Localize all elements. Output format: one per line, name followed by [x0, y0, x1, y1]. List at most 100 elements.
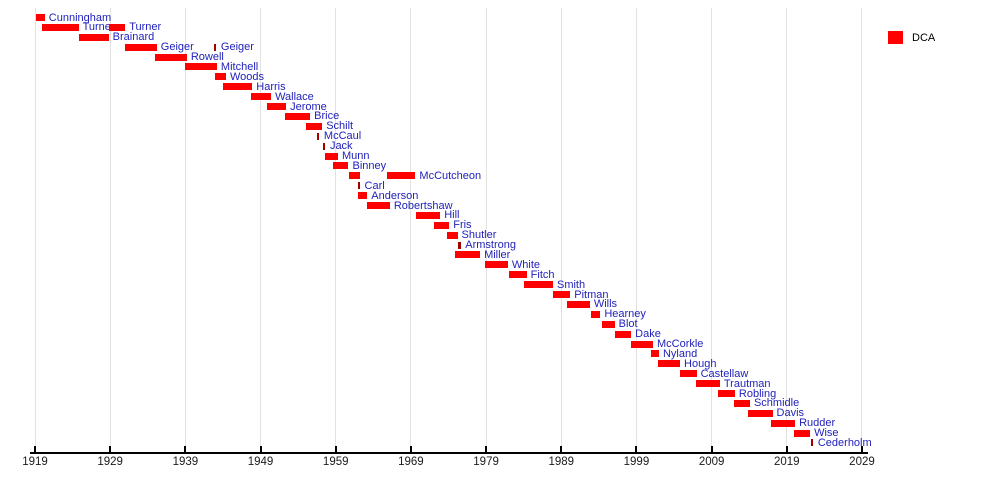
timeline-bar: [416, 211, 441, 219]
legend: DCA: [888, 31, 935, 44]
bar-label: Cederholm: [817, 436, 872, 449]
bar-label: Miller: [484, 248, 511, 261]
x-axis-tick-label: 1959: [322, 456, 349, 468]
bar-label: McCaul: [323, 130, 362, 143]
x-axis-tick: [259, 446, 262, 453]
timeline-bar: [434, 221, 450, 229]
x-axis-tick-label: 1929: [97, 456, 123, 468]
timeline-bar: [523, 281, 553, 289]
gridline: [786, 8, 788, 452]
timeline-bar: [601, 320, 615, 328]
gridline: [109, 8, 111, 452]
timeline-bar: [793, 429, 811, 437]
bar-label: Wills: [593, 298, 618, 311]
timeline-bar: [348, 172, 360, 180]
bar-label: Rowell: [190, 51, 224, 64]
timeline-tick-bar: [357, 182, 361, 190]
timeline-bar: [125, 43, 157, 51]
timeline-tick-bar: [213, 43, 217, 51]
bar-label: Pitman: [574, 288, 609, 301]
timeline-tick-bar: [458, 241, 461, 249]
bar-label: McCutcheon: [419, 169, 482, 182]
timeline-bar: [552, 291, 571, 299]
x-axis-tick: [409, 446, 412, 453]
timeline-bar: [250, 93, 272, 101]
bar-label: Brice: [314, 110, 340, 123]
x-axis-tick-label: 1989: [548, 456, 575, 468]
timeline-bar: [284, 112, 311, 120]
bar-label: Davis: [776, 407, 805, 420]
x-axis-tick-label: 1969: [398, 456, 424, 468]
timeline-bar: [108, 23, 126, 31]
timeline-bar: [695, 380, 720, 388]
timeline-bar: [325, 152, 338, 160]
gridline: [410, 8, 412, 452]
bar-label: McCorkle: [656, 338, 704, 351]
x-axis-tick-label: 1979: [473, 456, 499, 468]
bar-label: Hearney: [604, 308, 646, 321]
x-axis-tick: [485, 446, 488, 453]
timeline-bar: [446, 231, 458, 239]
gridline: [711, 8, 713, 452]
gridline: [260, 8, 262, 452]
timeline-bar: [333, 162, 349, 170]
timeline-bar: [222, 83, 253, 91]
timeline-bar: [41, 23, 79, 31]
bar-label: Cunningham: [48, 11, 112, 24]
gridline: [560, 8, 562, 452]
bar-label: Schmidle: [753, 397, 800, 410]
x-axis-tick-label: 1999: [623, 456, 650, 468]
x-axis-tick: [184, 446, 187, 453]
bar-label: Wallace: [275, 90, 314, 103]
bar-label: Dake: [635, 328, 661, 341]
bar-label: Wise: [814, 427, 839, 440]
bar-label: Turner: [129, 21, 162, 34]
x-axis-tick-label: 2019: [774, 456, 800, 468]
timeline-bar: [214, 73, 226, 81]
x-axis-tick: [785, 446, 788, 453]
timeline-tick-bar: [810, 439, 814, 447]
timeline-bar: [367, 202, 390, 209]
x-axis-tick-label: 1939: [172, 456, 199, 468]
x-axis-tick: [635, 446, 638, 453]
bar-label: Shutler: [461, 229, 497, 242]
timeline-bar: [508, 271, 527, 279]
x-axis-tick: [334, 446, 337, 453]
gridline: [485, 8, 487, 452]
bar-label: Binney: [352, 159, 387, 172]
bar-label: Schilt: [326, 120, 354, 133]
bar-label: Jack: [329, 140, 353, 153]
timeline-bar: [485, 261, 508, 269]
bar-label: Munn: [341, 150, 370, 163]
timeline-bar: [78, 33, 109, 41]
timeline-tick-bar: [316, 132, 320, 140]
timeline-bar: [650, 350, 659, 358]
bar-label: Trautman: [723, 377, 771, 390]
bar-label: Carl: [364, 179, 385, 192]
bar-label: Blot: [618, 318, 638, 331]
timeline-bar: [35, 14, 45, 21]
bar-label: Hough: [684, 357, 717, 370]
x-axis-tick: [560, 446, 563, 453]
timeline-bar: [455, 251, 481, 259]
timeline-bar: [567, 300, 590, 308]
bar-label: Woods: [229, 70, 264, 83]
bar-label: Smith: [556, 278, 586, 291]
timeline-bar: [358, 192, 368, 200]
gridline: [184, 8, 186, 452]
bar-label: Castellaw: [700, 367, 749, 380]
bar-label: Harris: [256, 80, 286, 93]
gridline: [335, 8, 337, 452]
timeline-bar: [734, 399, 750, 407]
timeline-bar: [717, 390, 735, 397]
timeline-bar: [614, 330, 632, 338]
timeline-bar: [266, 103, 287, 111]
bar-label: Jerome: [290, 100, 327, 113]
legend-color-swatch: [888, 31, 903, 44]
timeline-bar: [658, 360, 681, 368]
x-axis-tick: [860, 446, 863, 453]
bar-label: Fris: [453, 219, 472, 232]
timeline-bar: [305, 122, 323, 130]
bar-label: Fitch: [530, 268, 555, 281]
